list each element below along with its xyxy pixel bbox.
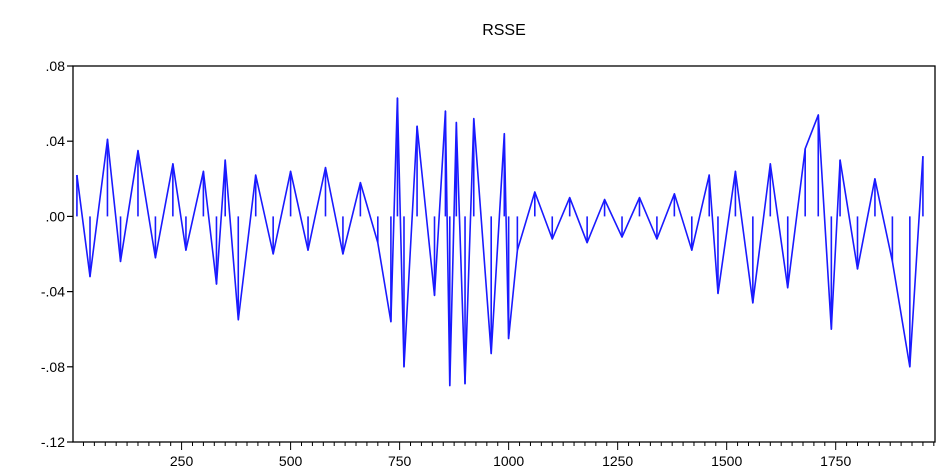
x-tick-label: 750 — [388, 453, 412, 468]
y-tick-label: .04 — [46, 133, 66, 149]
y-tick-label: .00 — [46, 208, 66, 224]
chart-title: RSSE — [482, 22, 526, 39]
series-layer — [76, 97, 924, 387]
x-tick-label: 500 — [279, 453, 303, 468]
x-tick-label: 1250 — [602, 453, 633, 468]
y-tick-label: -.08 — [41, 359, 65, 375]
x-tick-label: 1500 — [711, 453, 742, 468]
plot-frame — [72, 65, 936, 443]
y-tick-label: .08 — [46, 58, 66, 74]
y-tick-label: -.04 — [41, 284, 65, 300]
x-tick-label: 250 — [170, 453, 194, 468]
y-tick-label: -.12 — [41, 434, 65, 450]
series-line — [76, 97, 924, 387]
axes: .08 .04 .00 -.04 -.08 -.12 250 500 750 1000 1250 15… — [41, 58, 936, 469]
x-tick-label: 1000 — [493, 453, 524, 468]
x-tick-label: 1750 — [820, 453, 851, 468]
